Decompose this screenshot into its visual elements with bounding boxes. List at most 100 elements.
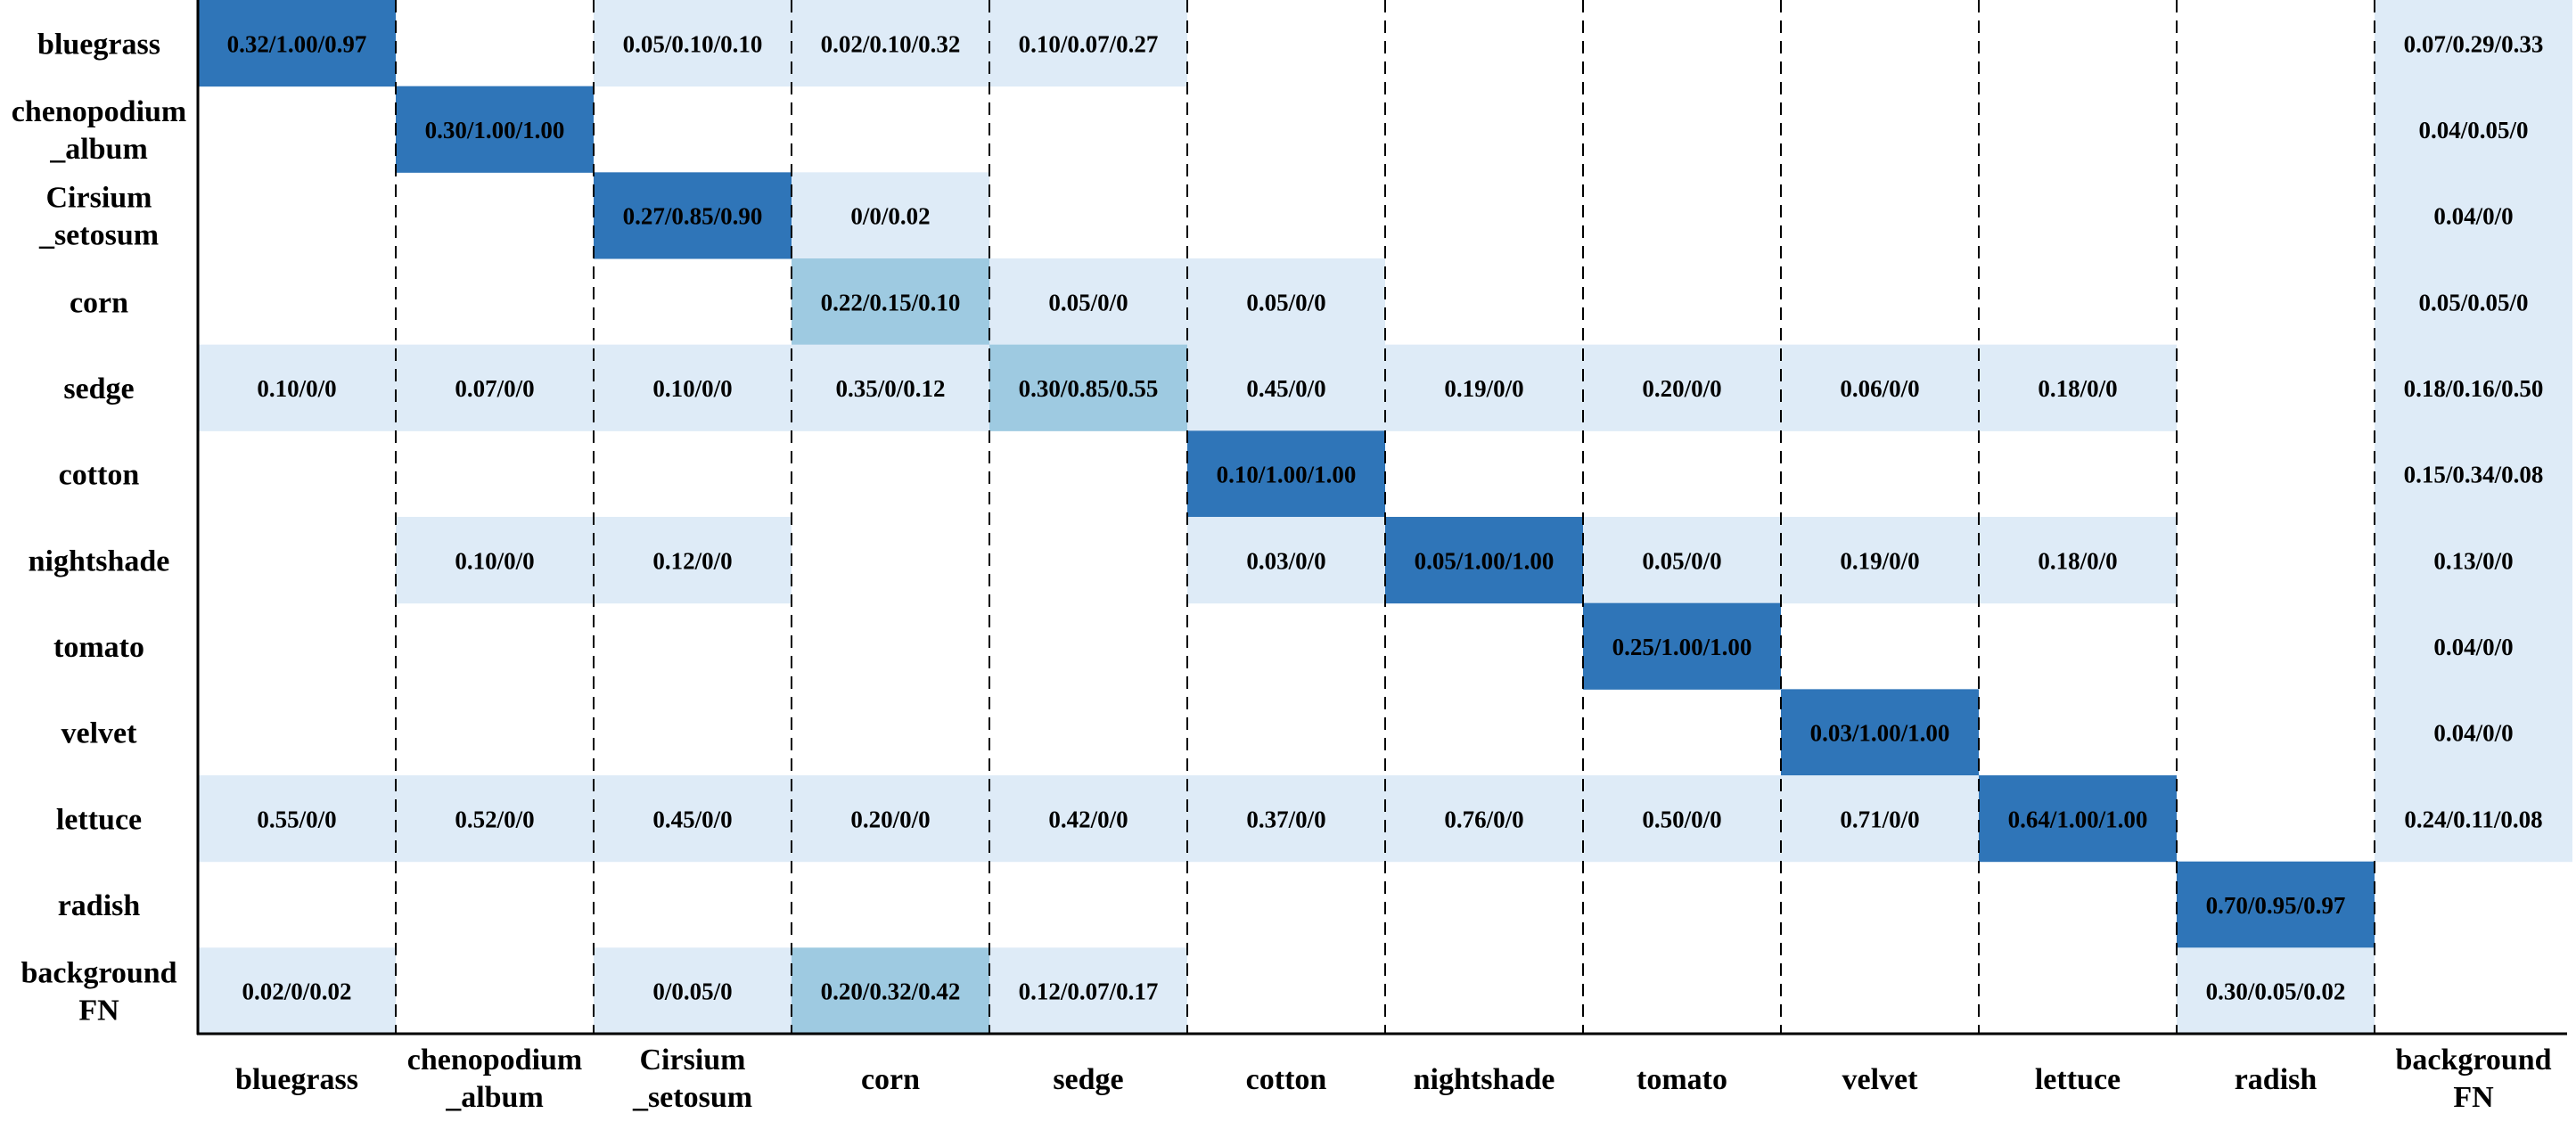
row-label: radish <box>58 889 141 922</box>
column-label: background FN <box>2395 1044 2551 1114</box>
column-label: tomato <box>1637 1063 1727 1096</box>
heatmap-cell <box>396 344 594 431</box>
heatmap-cell <box>594 517 792 604</box>
cell-value-label: 0.04/0/0 <box>2433 634 2513 660</box>
heatmap-cell <box>594 947 792 1035</box>
heatmap-cell <box>989 258 1187 346</box>
heatmap-cell <box>1187 344 1385 431</box>
cell-value-label: 0.18/0.16/0.50 <box>2404 375 2544 402</box>
cell-value-label: 0.10/0.07/0.27 <box>1019 30 1159 57</box>
column-label: nightshade <box>1414 1063 1555 1096</box>
cell-value-label: 0.10/0/0 <box>652 375 732 402</box>
cell-value-label: 0.15/0.34/0.08 <box>2404 462 2544 488</box>
heatmap-cell <box>2375 602 2572 690</box>
cell-value-label: 0.18/0/0 <box>2038 375 2117 402</box>
row-label: tomato <box>53 631 144 664</box>
heatmap-cell <box>989 947 1187 1035</box>
cell-value-label: 0.42/0/0 <box>1048 806 1128 832</box>
cell-value-label: 0.10/0/0 <box>455 547 534 574</box>
cell-value-label: 0.10/1.00/1.00 <box>1217 462 1357 488</box>
heatmap-cell <box>989 344 1187 431</box>
heatmap-cell <box>2375 86 2572 173</box>
row-label: background FN <box>21 957 176 1027</box>
cell-value-label: 0.13/0/0 <box>2433 547 2513 574</box>
column-label: lettuce <box>2035 1063 2121 1096</box>
heatmap-cell <box>1781 344 1979 431</box>
cell-value-label: 0.64/1.00/1.00 <box>2008 806 2148 832</box>
heatmap-cell <box>198 947 396 1035</box>
cell-values: 0.32/1.00/0.97 0.05/0.10/0.10 0.02/0.10/0.… <box>227 30 2544 1004</box>
heatmap-cell <box>792 775 989 863</box>
heatmap-cell <box>792 947 989 1035</box>
cell-value-label: 0.07/0.29/0.33 <box>2404 30 2544 57</box>
heatmap-cell <box>396 517 594 604</box>
heatmap-cell <box>1979 517 2177 604</box>
cell-value-label: 0.52/0/0 <box>455 806 534 832</box>
heatmap-cell <box>594 775 792 863</box>
heatmap-cell <box>2375 258 2572 346</box>
cell-value-label: 0.45/0/0 <box>1246 375 1325 402</box>
heatmap-cell <box>1187 430 1385 518</box>
column-label: radish <box>2235 1063 2318 1096</box>
cell-value-label: 0.05/0.05/0 <box>2418 289 2528 315</box>
cell-value-label: 0.07/0/0 <box>455 375 534 402</box>
heatmap-cell <box>2375 172 2572 259</box>
cell-value-label: 0.19/0/0 <box>1840 547 1919 574</box>
cell-value-label: 0.18/0/0 <box>2038 547 2117 574</box>
row-label: chenopodium _album <box>12 95 187 166</box>
heatmap-cell <box>2375 344 2572 431</box>
heatmap-cell <box>396 775 594 863</box>
column-label: Cirsium _setosum <box>632 1044 752 1114</box>
heatmap-cells <box>198 0 2572 1035</box>
cell-value-label: 0.12/0/0 <box>652 547 732 574</box>
heatmap-cell <box>1979 775 2177 863</box>
heatmap-cell <box>594 0 792 87</box>
cell-value-label: 0.04/0.05/0 <box>2418 117 2528 143</box>
cell-value-label: 0.45/0/0 <box>652 806 732 832</box>
cell-value-label: 0.37/0/0 <box>1246 806 1325 832</box>
heatmap-cell <box>396 86 594 173</box>
heatmap-cell <box>1583 344 1781 431</box>
cell-value-label: 0.20/0.32/0.42 <box>821 978 961 1005</box>
row-label: corn <box>70 286 128 319</box>
axes <box>196 0 2567 1036</box>
heatmap-cell <box>989 0 1187 87</box>
cell-value-label: 0.50/0/0 <box>1642 806 1721 832</box>
cell-value-label: 0.04/0/0 <box>2433 203 2513 230</box>
cell-value-label: 0.06/0/0 <box>1840 375 1919 402</box>
heatmap-cell <box>2177 861 2375 948</box>
cell-value-label: 0.25/1.00/1.00 <box>1612 634 1752 660</box>
heatmap-cell <box>989 775 1187 863</box>
row-label: Cirsium _setosum <box>38 182 159 252</box>
cell-value-label: 0.30/0.05/0.02 <box>2206 978 2346 1005</box>
column-label: chenopodium _album <box>407 1044 583 1114</box>
heatmap-cell <box>1385 344 1583 431</box>
cell-value-label: 0.30/0.85/0.55 <box>1019 375 1159 402</box>
heatmap-cell <box>2375 517 2572 604</box>
column-label: bluegrass <box>235 1063 358 1096</box>
cell-value-label: 0.20/0/0 <box>850 806 930 832</box>
row-label: cotton <box>59 459 140 492</box>
column-label: cotton <box>1246 1063 1327 1096</box>
cell-value-label: 0.04/0/0 <box>2433 720 2513 747</box>
heatmap-cell <box>2375 689 2572 776</box>
heatmap-cell <box>1187 775 1385 863</box>
heatmap-cell <box>1979 344 2177 431</box>
cell-value-label: 0.76/0/0 <box>1444 806 1523 832</box>
cell-value-label: 0.05/1.00/1.00 <box>1415 547 1555 574</box>
cell-value-label: 0.22/0.15/0.10 <box>821 289 961 315</box>
cell-value-label: 0.05/0.10/0.10 <box>623 30 763 57</box>
grid-lines <box>395 0 2375 1034</box>
cell-value-label: 0.30/1.00/1.00 <box>425 117 565 143</box>
cell-value-label: 0.12/0.07/0.17 <box>1019 978 1159 1005</box>
cell-value-label: 0/0/0.02 <box>850 203 930 230</box>
row-label: velvet <box>62 717 138 750</box>
heatmap-cell <box>1187 258 1385 346</box>
cell-value-label: 0.05/0/0 <box>1048 289 1128 315</box>
heatmap-cell <box>792 172 989 259</box>
heatmap-cell <box>2375 775 2572 863</box>
heatmap-cell <box>2177 947 2375 1035</box>
heatmap-cell <box>792 0 989 87</box>
cell-value-label: 0.10/0/0 <box>257 375 336 402</box>
cell-value-label: 0.03/0/0 <box>1246 547 1325 574</box>
